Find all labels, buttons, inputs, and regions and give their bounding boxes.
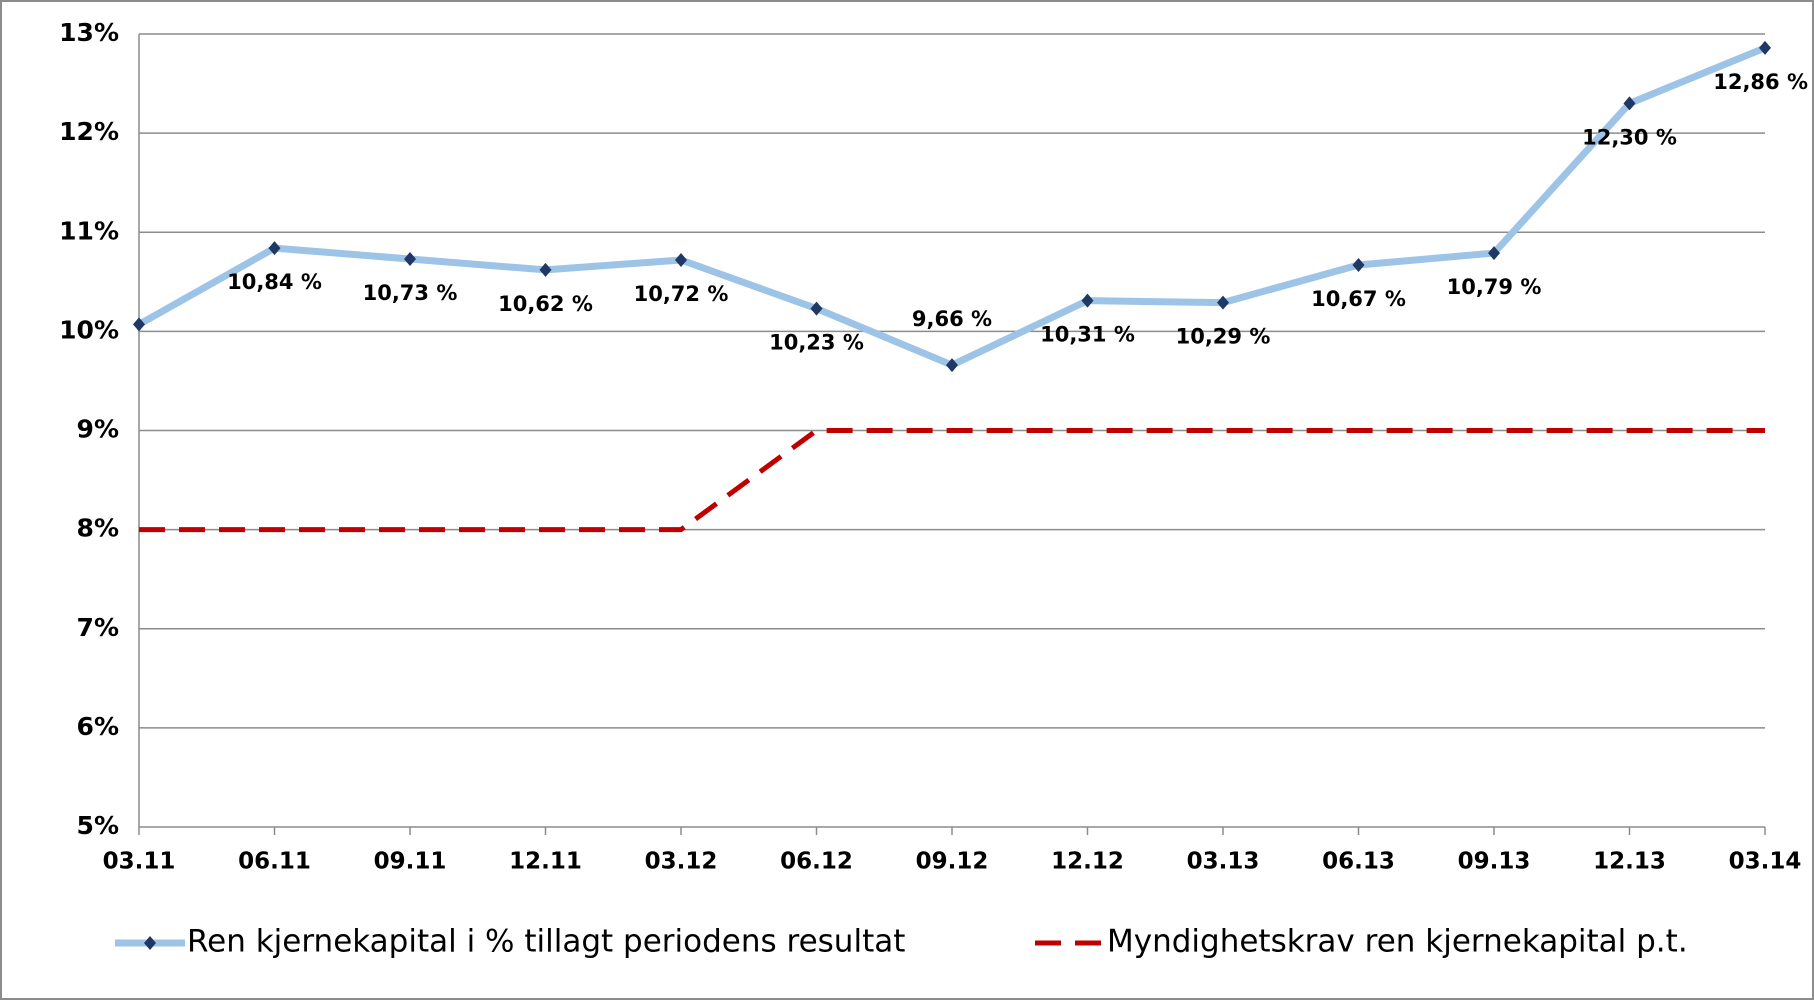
data-label: 10,79 % — [1447, 275, 1542, 299]
x-tick-label: 06.11 — [238, 849, 311, 875]
y-tick-label: 11% — [59, 216, 119, 245]
y-tick-label: 7% — [77, 613, 119, 642]
marker — [1488, 246, 1500, 261]
x-tick-label: 09.11 — [374, 849, 447, 875]
x-tick-label: 12.11 — [509, 849, 582, 875]
marker — [946, 358, 958, 373]
legend-label: Myndighetskrav ren kjernekapital p.t. — [1107, 924, 1688, 960]
legend-label: Ren kjernekapital i % tillagt periodens … — [187, 924, 905, 960]
y-tick-label: 6% — [77, 712, 119, 741]
marker — [1081, 293, 1094, 308]
y-tick-label: 9% — [77, 415, 119, 444]
marker — [1217, 295, 1229, 310]
marker — [404, 252, 416, 267]
data-label: 10,67 % — [1311, 287, 1406, 311]
data-label: 10,29 % — [1176, 325, 1271, 349]
data-label: 10,62 % — [498, 292, 593, 316]
marker — [1623, 96, 1636, 111]
x-tick-label: 06.13 — [1322, 849, 1395, 875]
x-tick-label: 12.13 — [1593, 849, 1666, 875]
marker — [539, 262, 552, 277]
marker — [675, 253, 687, 268]
y-tick-label: 12% — [59, 117, 119, 146]
data-label: 10,31 % — [1040, 323, 1135, 347]
data-label: 10,73 % — [363, 281, 458, 305]
x-tick-label: 03.12 — [645, 849, 718, 875]
data-label: 10,23 % — [769, 331, 864, 355]
x-tick-label: 09.13 — [1458, 849, 1531, 875]
marker — [1352, 257, 1365, 272]
data-label: 12,30 % — [1582, 125, 1677, 149]
marker — [1759, 40, 1771, 55]
x-tick-label: 06.12 — [780, 849, 853, 875]
marker — [810, 301, 823, 316]
x-tick-label: 03.11 — [103, 849, 176, 875]
data-label: 10,72 % — [634, 282, 729, 306]
y-tick-label: 8% — [77, 514, 119, 543]
x-tick-label: 09.12 — [916, 849, 989, 875]
y-tick-label: 5% — [77, 811, 119, 840]
legend-marker — [144, 936, 156, 950]
data-label: 12,86 % — [1713, 70, 1808, 94]
marker — [268, 241, 281, 256]
y-tick-label: 10% — [59, 315, 119, 344]
x-tick-label: 03.13 — [1187, 849, 1260, 875]
y-tick-label: 13% — [59, 18, 119, 47]
marker — [133, 317, 145, 332]
x-tick-label: 12.12 — [1051, 849, 1124, 875]
data-label: 9,66 % — [912, 307, 992, 331]
data-label: 10,84 % — [227, 270, 322, 294]
series-line — [139, 428, 1765, 533]
x-tick-label: 03.14 — [1729, 849, 1802, 875]
